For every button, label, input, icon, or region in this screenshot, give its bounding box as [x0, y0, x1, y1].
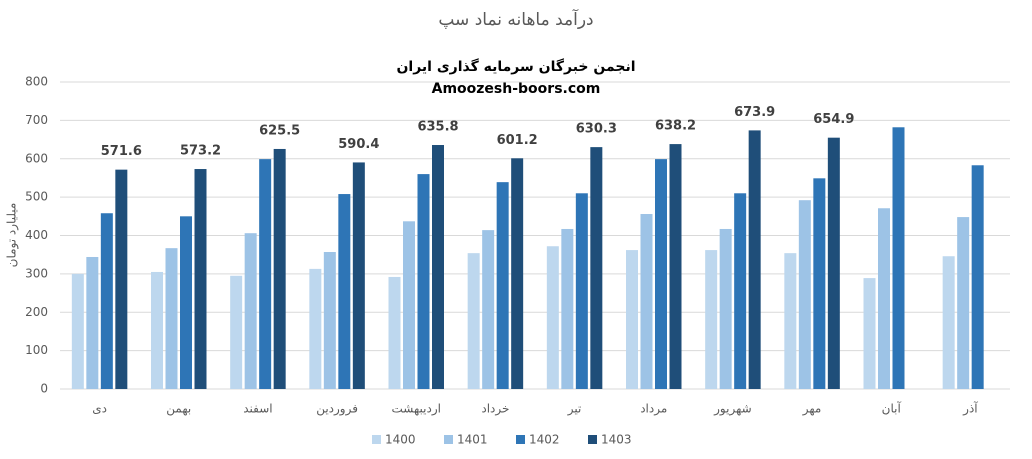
bar [575, 193, 588, 389]
bar [482, 230, 495, 389]
bar [561, 228, 574, 389]
y-tick-label: 700 [25, 113, 48, 127]
bar [942, 256, 955, 389]
x-tick-label: مرداد [640, 402, 667, 417]
chart-title: درآمد ماهانه نماد سپ [438, 8, 593, 30]
bar [230, 275, 243, 389]
x-tick-label: اسفند [243, 402, 272, 416]
data-label: 590.4 [338, 137, 379, 152]
bar [71, 273, 84, 389]
bar [719, 228, 732, 389]
bar [273, 148, 286, 389]
y-tick-label: 200 [25, 305, 48, 319]
x-tick-label: آذر [962, 401, 978, 417]
bar [309, 268, 322, 389]
bar [467, 253, 480, 389]
legend-swatch [516, 435, 525, 444]
bar [546, 246, 559, 389]
bar [655, 159, 667, 389]
bar [798, 200, 811, 389]
legend-swatch [588, 435, 597, 444]
bar [971, 165, 984, 389]
y-tick-label: 0 [40, 382, 48, 396]
x-tick-label: اردیبهشت [392, 402, 441, 417]
x-tick-label: بهمن [166, 402, 191, 417]
y-tick-label: 600 [25, 151, 48, 165]
bar [734, 193, 747, 389]
bar [323, 252, 336, 389]
bar [403, 221, 415, 389]
y-tick-label: 300 [25, 266, 48, 280]
y-tick-label: 800 [25, 75, 48, 89]
bar [417, 174, 430, 389]
data-label: 635.8 [417, 120, 458, 135]
bar [115, 169, 128, 389]
x-tick-label: شهریور [713, 402, 752, 417]
bar [194, 169, 207, 389]
data-label: 630.3 [576, 122, 617, 137]
bar [496, 182, 509, 389]
bar [669, 144, 682, 389]
data-label: 601.2 [497, 133, 538, 148]
data-label: 571.6 [101, 144, 142, 159]
bar [259, 159, 272, 389]
bar [180, 216, 192, 389]
x-tick-label: فروردین [316, 402, 358, 417]
bar [511, 158, 524, 389]
y-tick-label: 500 [25, 190, 48, 204]
bar [626, 250, 638, 389]
data-label: 673.9 [734, 105, 775, 120]
bar [640, 214, 653, 389]
data-label: 638.2 [655, 119, 696, 134]
bar [813, 178, 826, 389]
chart-subtitle: Amoozesh-boors.com [432, 81, 601, 97]
bar [165, 248, 178, 389]
bar [878, 208, 890, 389]
bar [748, 130, 761, 389]
bar [86, 256, 99, 389]
bar [784, 253, 797, 389]
bar [827, 137, 840, 389]
bar [432, 145, 444, 389]
data-label: 573.2 [180, 144, 221, 159]
x-tick-label: آبان [882, 401, 902, 416]
x-tick-label: تیر [567, 402, 582, 417]
data-label: 625.5 [259, 123, 300, 138]
y-axis-label: میلیارد تومان [5, 203, 20, 268]
bar [100, 213, 113, 389]
legend-swatch [444, 435, 453, 444]
bar [338, 194, 351, 389]
x-tick-label: مهر [802, 402, 822, 417]
y-tick-label: 100 [25, 343, 48, 357]
bar [151, 271, 163, 389]
bar [388, 276, 401, 389]
x-tick-label: دی [92, 402, 107, 416]
data-label: 654.9 [813, 112, 854, 127]
bar [244, 233, 257, 389]
x-tick-label: خرداد [481, 402, 509, 417]
bar [863, 278, 876, 389]
chart-subtitle: انجمن خبرگان سرمایه گذاری ایران [396, 58, 635, 75]
bar [590, 147, 603, 389]
legend-label: 1403 [601, 433, 632, 447]
bar [352, 162, 365, 389]
y-tick-label: 400 [25, 228, 48, 242]
bar [705, 250, 718, 389]
legend-label: 1402 [529, 433, 560, 447]
legend-label: 1401 [457, 433, 488, 447]
bar [957, 217, 970, 389]
legend-swatch [372, 435, 381, 444]
bar [892, 127, 905, 389]
legend-label: 1400 [385, 433, 416, 447]
